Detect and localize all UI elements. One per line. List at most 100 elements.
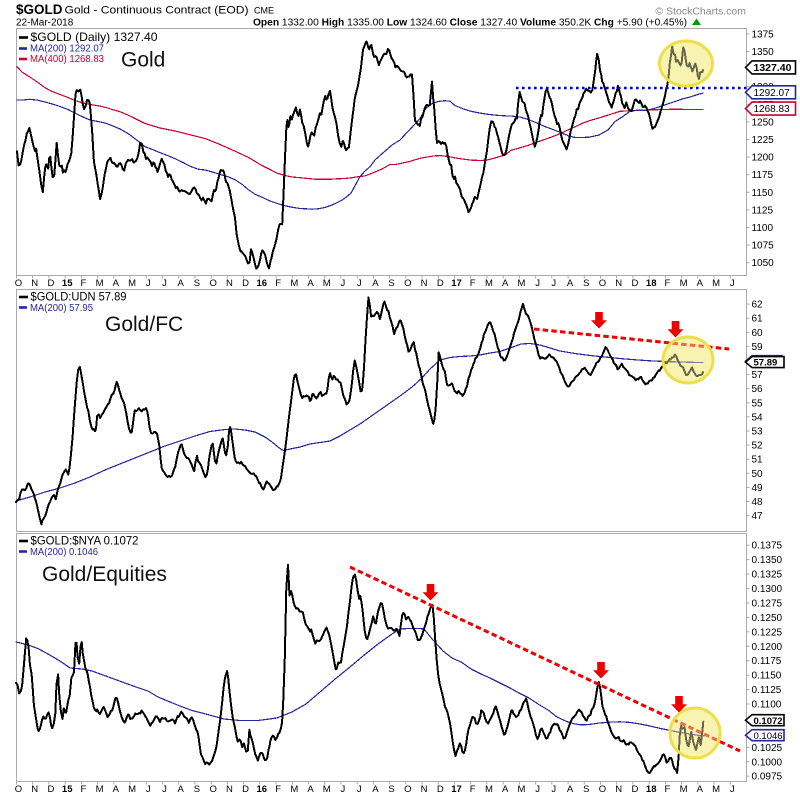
svg-text:54: 54	[752, 412, 764, 423]
svg-text:1327.40: 1327.40	[754, 62, 792, 74]
svg-text:0.1225: 0.1225	[752, 627, 783, 638]
svg-text:$GOLD:UDN 57.89: $GOLD:UDN 57.89	[31, 290, 127, 304]
svg-text:A: A	[567, 784, 574, 795]
svg-text:0.0975: 0.0975	[752, 772, 783, 783]
svg-text:D: D	[47, 784, 54, 795]
svg-text:F: F	[275, 784, 281, 795]
svg-text:1225: 1225	[752, 135, 775, 146]
svg-text:S: S	[583, 278, 589, 289]
svg-text:A: A	[307, 278, 314, 289]
svg-text:J: J	[162, 784, 167, 795]
svg-text:A: A	[307, 784, 314, 795]
svg-text:1250: 1250	[752, 117, 775, 128]
svg-text:M: M	[712, 784, 720, 795]
svg-text:S: S	[388, 278, 394, 289]
svg-text:17: 17	[451, 784, 462, 795]
svg-text:18: 18	[646, 784, 657, 795]
svg-text:© StockCharts.com: © StockCharts.com	[655, 6, 746, 18]
svg-text:61: 61	[752, 314, 764, 325]
svg-text:M: M	[290, 278, 298, 289]
svg-text:N: N	[31, 278, 38, 289]
svg-text:J: J	[357, 784, 362, 795]
svg-text:1150: 1150	[752, 188, 774, 199]
svg-text:J: J	[535, 278, 540, 289]
svg-text:Gold/Equities: Gold/Equities	[42, 563, 167, 586]
svg-text:1075: 1075	[752, 241, 775, 252]
svg-text:M: M	[517, 278, 525, 289]
svg-text:A: A	[567, 278, 574, 289]
svg-text:J: J	[551, 278, 556, 289]
svg-text:N: N	[226, 278, 233, 289]
svg-text:J: J	[341, 278, 346, 289]
svg-text:O: O	[15, 784, 22, 795]
svg-text:M: M	[323, 278, 331, 289]
svg-text:50: 50	[752, 469, 764, 480]
svg-text:F: F	[664, 784, 670, 795]
svg-text:0.1025: 0.1025	[752, 743, 783, 754]
svg-text:56: 56	[752, 384, 764, 395]
svg-text:O: O	[599, 278, 606, 289]
svg-text:M: M	[290, 784, 298, 795]
svg-text:O: O	[404, 784, 411, 795]
svg-text:0.1000: 0.1000	[752, 757, 783, 768]
svg-text:CME: CME	[254, 6, 274, 16]
svg-text:A: A	[178, 784, 185, 795]
svg-text:A: A	[697, 784, 704, 795]
svg-text:49: 49	[752, 483, 764, 494]
svg-text:S: S	[194, 278, 200, 289]
svg-text:D: D	[437, 278, 444, 289]
svg-text:53: 53	[752, 427, 764, 438]
svg-text:MA(200) 57.95: MA(200) 57.95	[30, 303, 93, 314]
svg-text:F: F	[470, 278, 476, 289]
svg-text:57.89: 57.89	[754, 358, 778, 369]
svg-text:MA(200) 0.1046: MA(200) 0.1046	[30, 547, 98, 558]
svg-text:O: O	[210, 278, 217, 289]
svg-text:J: J	[535, 784, 540, 795]
svg-text:J: J	[162, 278, 167, 289]
svg-text:1050: 1050	[752, 258, 775, 269]
svg-text:1292.07: 1292.07	[754, 88, 791, 99]
svg-text:$GOLD:$NYA 0.1072: $GOLD:$NYA 0.1072	[31, 534, 139, 548]
svg-text:F: F	[470, 784, 476, 795]
svg-text:62: 62	[752, 300, 764, 311]
svg-text:F: F	[80, 784, 86, 795]
svg-text:0.1300: 0.1300	[752, 584, 783, 595]
svg-text:O: O	[404, 278, 411, 289]
svg-text:0.1175: 0.1175	[752, 656, 782, 667]
svg-text:15: 15	[62, 278, 73, 289]
svg-text:S: S	[583, 784, 589, 795]
svg-text:17: 17	[451, 278, 462, 289]
svg-text:O: O	[599, 784, 606, 795]
svg-text:M: M	[96, 278, 104, 289]
svg-text:16: 16	[257, 278, 268, 289]
svg-text:0.1100: 0.1100	[752, 700, 782, 711]
svg-text:F: F	[664, 278, 670, 289]
svg-text:D: D	[631, 784, 638, 795]
svg-text:M: M	[485, 278, 493, 289]
svg-text:MA(400) 1268.83: MA(400) 1268.83	[30, 54, 104, 65]
svg-text:S: S	[194, 784, 200, 795]
svg-text:0.1350: 0.1350	[752, 555, 783, 566]
svg-text:$GOLD: $GOLD	[16, 2, 63, 17]
svg-text:52: 52	[752, 441, 764, 452]
svg-text:1100: 1100	[752, 223, 774, 234]
svg-text:D: D	[631, 278, 638, 289]
svg-text:N: N	[421, 784, 428, 795]
svg-text:A: A	[113, 278, 120, 289]
svg-text:0.1072: 0.1072	[754, 716, 783, 727]
svg-text:1200: 1200	[752, 153, 775, 164]
svg-text:D: D	[242, 278, 249, 289]
svg-text:1350: 1350	[752, 47, 775, 58]
svg-text:0.1325: 0.1325	[752, 570, 783, 581]
svg-text:M: M	[680, 784, 688, 795]
svg-text:A: A	[697, 278, 704, 289]
svg-text:M: M	[712, 278, 720, 289]
svg-text:A: A	[178, 278, 185, 289]
svg-text:F: F	[275, 278, 281, 289]
svg-text:$GOLD (Daily) 1327.40: $GOLD (Daily) 1327.40	[31, 30, 158, 44]
svg-text:48: 48	[752, 497, 764, 508]
svg-text:60: 60	[752, 328, 764, 339]
svg-text:D: D	[437, 784, 444, 795]
svg-text:22-Mar-2018: 22-Mar-2018	[16, 18, 74, 29]
svg-text:0.1250: 0.1250	[752, 613, 783, 624]
